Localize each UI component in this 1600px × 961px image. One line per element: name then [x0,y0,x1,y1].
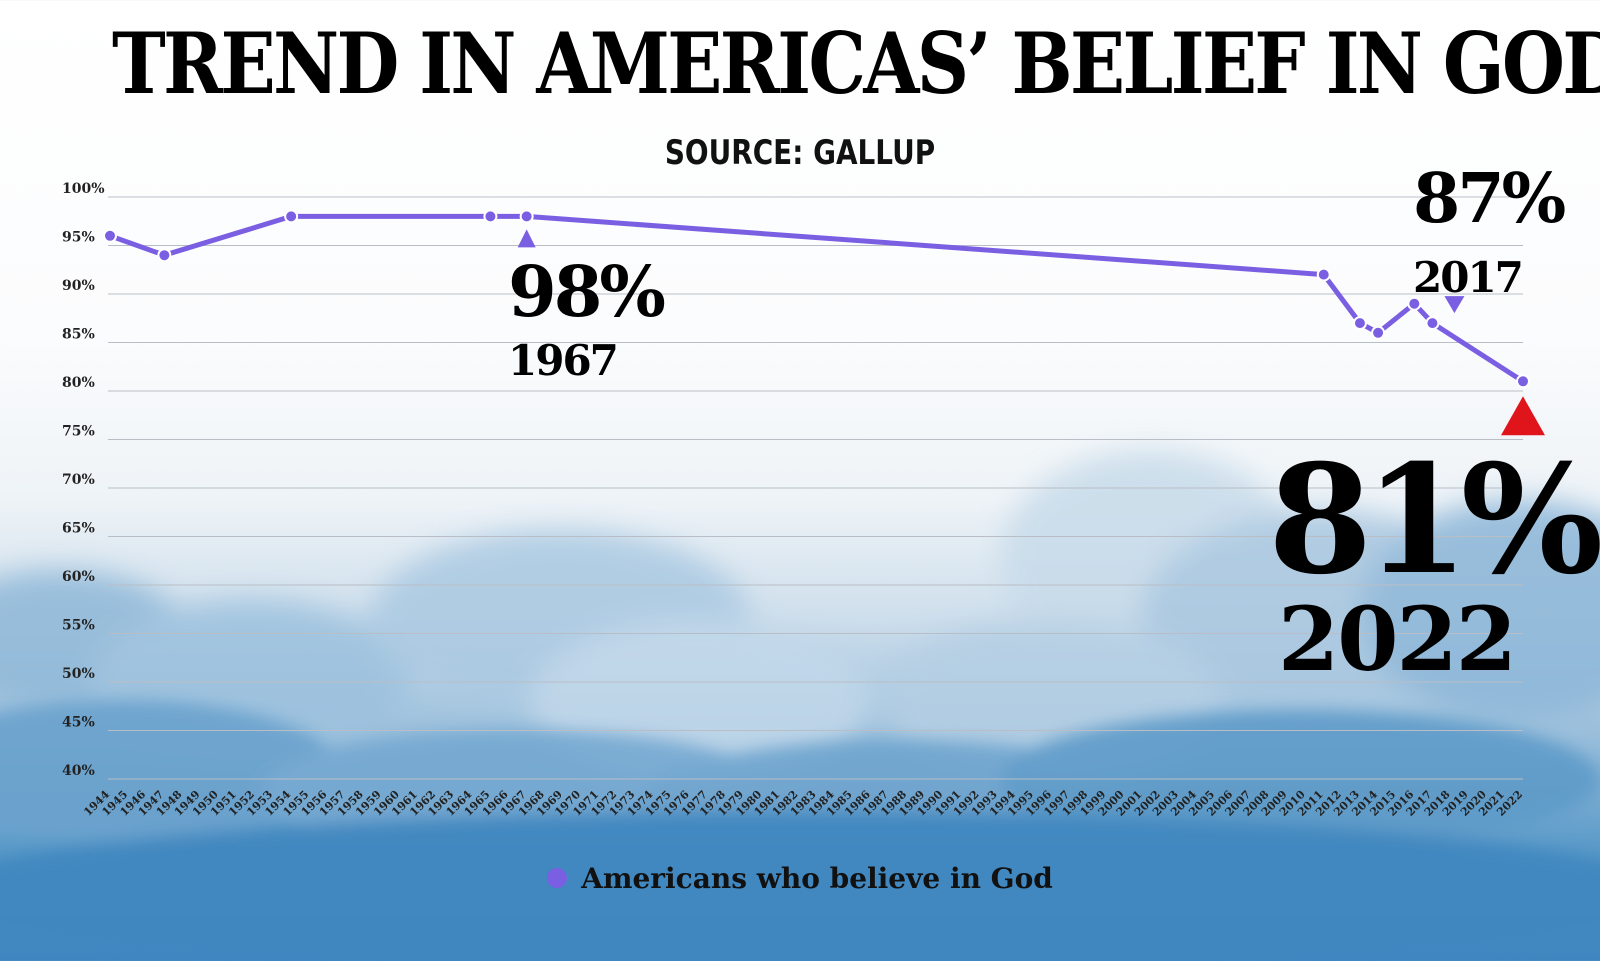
data-point [519,209,534,224]
legend-marker [547,867,568,888]
chart-legend: Americans who believe in God [0,862,1600,895]
annotation-2017-year: 2017 [1413,253,1524,302]
y-tick-label: 50% [62,666,95,682]
data-point [1425,316,1440,331]
annotation-1967-year: 1967 [508,336,619,385]
marker-arrow-1967 [517,229,536,248]
marker-arrow-2022 [1501,396,1545,436]
y-tick-label: 95% [62,230,95,246]
y-tick-label: 80% [62,375,95,391]
annotation-2022-value: 81% [1268,432,1600,608]
data-point [157,248,172,263]
data-point [1316,267,1331,282]
y-tick-label: 40% [62,763,95,779]
marker-arrow-2017 [1444,296,1465,314]
series-line [107,213,1526,384]
y-tick-label: 65% [62,521,95,537]
data-point [483,209,498,224]
legend-label: Americans who believe in God [581,862,1053,895]
chart-subtitle: SOURCE: GALLUP [664,133,936,173]
y-tick-label: 60% [62,569,95,585]
y-tick-label: 55% [62,618,95,634]
data-point [1407,296,1422,311]
y-tick-label: 90% [62,278,95,294]
y-tick-label: 85% [62,327,95,343]
y-tick-label: 75% [62,424,95,440]
annotation-2017-value: 87% [1413,159,1566,239]
data-point [284,209,299,224]
y-tick-label: 100% [62,181,105,197]
y-tick-label: 70% [62,472,95,488]
data-point [1352,316,1367,331]
annotation-2022-year: 2022 [1278,587,1517,691]
data-point [103,228,117,243]
y-tick-label: 45% [62,715,95,731]
chart-title: TREND IN AMERICAS’ BELIEF IN GOD [112,14,1600,113]
data-point [1371,325,1386,340]
annotation-1967-value: 98% [508,250,666,333]
data-point [1516,374,1530,389]
